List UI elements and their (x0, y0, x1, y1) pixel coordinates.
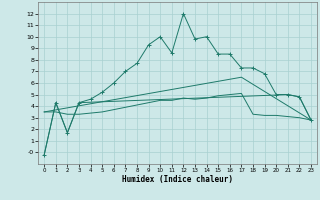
X-axis label: Humidex (Indice chaleur): Humidex (Indice chaleur) (122, 175, 233, 184)
